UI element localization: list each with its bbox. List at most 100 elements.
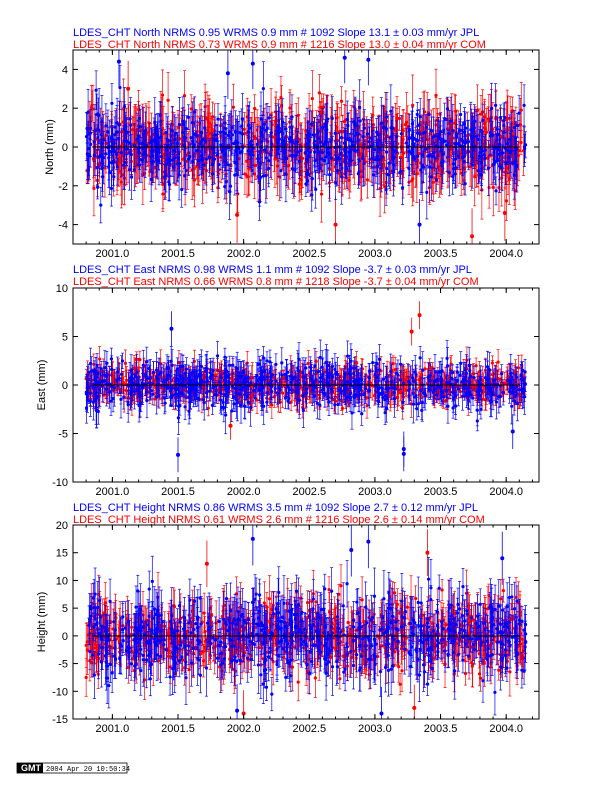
data-point: [117, 136, 121, 141]
data-point: [352, 161, 357, 166]
data-point: [94, 88, 98, 92]
data-point: [181, 157, 185, 161]
data-point: [184, 168, 188, 173]
data-point: [434, 93, 438, 97]
outlier-point: [470, 234, 475, 239]
data-point: [475, 108, 479, 112]
data-point: [486, 166, 491, 170]
data-point: [129, 152, 133, 157]
data-point: [169, 134, 173, 138]
data-point: [207, 121, 212, 125]
data-point: [129, 123, 133, 127]
data-point: [164, 130, 168, 135]
data-point: [170, 158, 174, 162]
north-header-com: LDES_CHT North NRMS 0.73 WRMS 0.9 mm # 1…: [73, 39, 486, 51]
outlier-point: [333, 222, 338, 227]
data-point: [279, 130, 284, 134]
data-point: [230, 133, 234, 137]
data-point: [407, 136, 411, 141]
data-point: [310, 193, 314, 197]
data-point: [430, 129, 434, 133]
data-point: [415, 154, 420, 158]
data-point: [151, 159, 155, 163]
data-point: [314, 187, 318, 191]
data-point: [261, 174, 265, 178]
data-point: [423, 130, 427, 134]
data-point: [92, 186, 96, 190]
data-point: [431, 180, 435, 184]
data-point: [395, 116, 399, 120]
data-point: [407, 166, 411, 170]
data-point: [290, 115, 294, 119]
data-point: [476, 137, 480, 141]
data-point: [480, 149, 484, 153]
data-point: [319, 192, 324, 196]
data-point: [110, 101, 114, 105]
data-point: [411, 177, 415, 181]
data-point: [310, 96, 314, 101]
data-point: [177, 123, 182, 127]
data-point: [167, 180, 171, 184]
data-point: [201, 137, 205, 141]
data-point: [164, 147, 168, 152]
data-point: [189, 136, 193, 140]
data-point: [374, 157, 378, 162]
data-point: [134, 129, 138, 134]
data-point: [436, 135, 441, 139]
data-point: [149, 139, 154, 143]
data-point: [296, 150, 300, 154]
outlier-point: [502, 210, 507, 215]
data-point: [110, 161, 114, 165]
data-point: [383, 185, 387, 189]
data-point: [203, 126, 207, 130]
data-point: [195, 149, 199, 153]
data-point: [447, 171, 451, 175]
data-point: [384, 127, 389, 131]
data-point: [223, 152, 227, 157]
data-point: [149, 177, 153, 181]
data-point: [92, 156, 96, 160]
data-point: [321, 105, 326, 109]
data-point: [508, 137, 512, 141]
data-point: [183, 136, 187, 140]
data-point: [96, 185, 100, 189]
data-point: [216, 117, 220, 121]
data-point: [179, 137, 183, 141]
data-point: [365, 178, 370, 182]
data-point: [284, 127, 288, 131]
data-point: [90, 104, 94, 108]
data-point: [453, 172, 457, 176]
data-point: [267, 159, 271, 163]
data-point: [483, 148, 487, 152]
data-point: [267, 116, 271, 120]
data-point: [428, 165, 432, 169]
data-point: [119, 151, 123, 155]
data-point: [221, 147, 225, 151]
data-point: [138, 163, 142, 167]
data-point: [342, 119, 346, 124]
data-point: [253, 106, 257, 111]
data-point: [358, 119, 362, 123]
data-point: [303, 150, 307, 155]
data-point: [379, 166, 383, 170]
data-point: [468, 165, 472, 169]
data-point: [433, 156, 437, 160]
data-point: [503, 116, 507, 120]
data-point: [115, 152, 119, 156]
data-point: [122, 104, 127, 109]
data-point: [320, 150, 324, 155]
data-point: [310, 176, 314, 181]
data-point: [410, 133, 415, 137]
data-point: [318, 140, 322, 144]
data-point: [321, 125, 325, 129]
data-point: [162, 175, 166, 179]
data-point: [509, 129, 514, 133]
data-point: [399, 169, 403, 173]
data-point: [264, 156, 268, 160]
data-point: [330, 156, 334, 160]
data-point: [109, 136, 113, 141]
data-point: [117, 123, 121, 127]
data-point: [115, 121, 119, 125]
data-point: [382, 125, 386, 129]
data-point: [245, 174, 249, 178]
